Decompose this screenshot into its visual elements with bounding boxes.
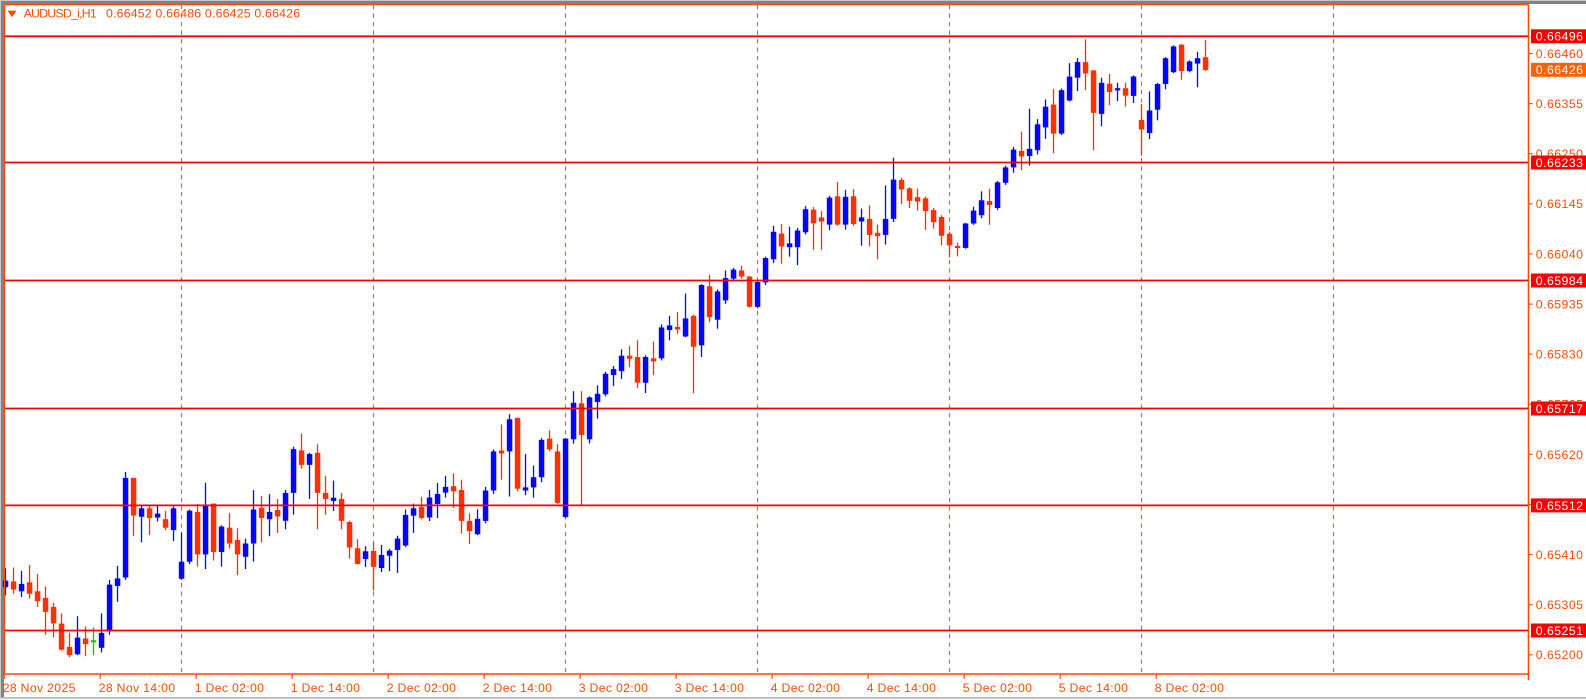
svg-text:0.65620: 0.65620 bbox=[1536, 448, 1584, 462]
svg-text:0.66233: 0.66233 bbox=[1536, 156, 1584, 170]
svg-text:0.65830: 0.65830 bbox=[1536, 348, 1584, 362]
svg-text:5 Dec 02:00: 5 Dec 02:00 bbox=[963, 681, 1033, 695]
svg-text:0.65935: 0.65935 bbox=[1536, 297, 1584, 311]
svg-text:0.66145: 0.66145 bbox=[1536, 197, 1584, 211]
svg-text:0.66452 0.66486 0.66425 0.6642: 0.66452 0.66486 0.66425 0.66426 bbox=[106, 7, 300, 21]
svg-text:0.65512: 0.65512 bbox=[1536, 499, 1584, 513]
svg-text:8 Dec 02:00: 8 Dec 02:00 bbox=[1155, 681, 1225, 695]
svg-text:28 Nov 14:00: 28 Nov 14:00 bbox=[99, 681, 176, 695]
svg-text:2 Dec 14:00: 2 Dec 14:00 bbox=[483, 681, 553, 695]
svg-text:28 Nov 2025: 28 Nov 2025 bbox=[3, 681, 76, 695]
svg-text:0.65984: 0.65984 bbox=[1536, 274, 1584, 288]
svg-text:0.65717: 0.65717 bbox=[1536, 402, 1584, 416]
svg-text:0.66040: 0.66040 bbox=[1536, 247, 1584, 261]
svg-text:0.65305: 0.65305 bbox=[1536, 598, 1584, 612]
svg-text:3 Dec 02:00: 3 Dec 02:00 bbox=[579, 681, 649, 695]
svg-text:AUDUSD_i,H1: AUDUSD_i,H1 bbox=[24, 7, 97, 21]
svg-text:0.66460: 0.66460 bbox=[1536, 47, 1584, 61]
svg-text:0.65410: 0.65410 bbox=[1536, 548, 1584, 562]
svg-text:1 Dec 02:00: 1 Dec 02:00 bbox=[195, 681, 265, 695]
svg-text:3 Dec 14:00: 3 Dec 14:00 bbox=[675, 681, 745, 695]
svg-text:0.65251: 0.65251 bbox=[1536, 624, 1584, 638]
svg-text:0.66355: 0.66355 bbox=[1536, 97, 1584, 111]
svg-text:4 Dec 02:00: 4 Dec 02:00 bbox=[771, 681, 841, 695]
svg-text:2 Dec 02:00: 2 Dec 02:00 bbox=[387, 681, 457, 695]
svg-text:5 Dec 14:00: 5 Dec 14:00 bbox=[1059, 681, 1129, 695]
svg-text:0.66426: 0.66426 bbox=[1536, 63, 1584, 77]
svg-text:0.66496: 0.66496 bbox=[1536, 30, 1584, 44]
svg-text:4 Dec 14:00: 4 Dec 14:00 bbox=[867, 681, 937, 695]
svg-text:1 Dec 14:00: 1 Dec 14:00 bbox=[291, 681, 361, 695]
svg-text:0.65200: 0.65200 bbox=[1536, 648, 1584, 662]
